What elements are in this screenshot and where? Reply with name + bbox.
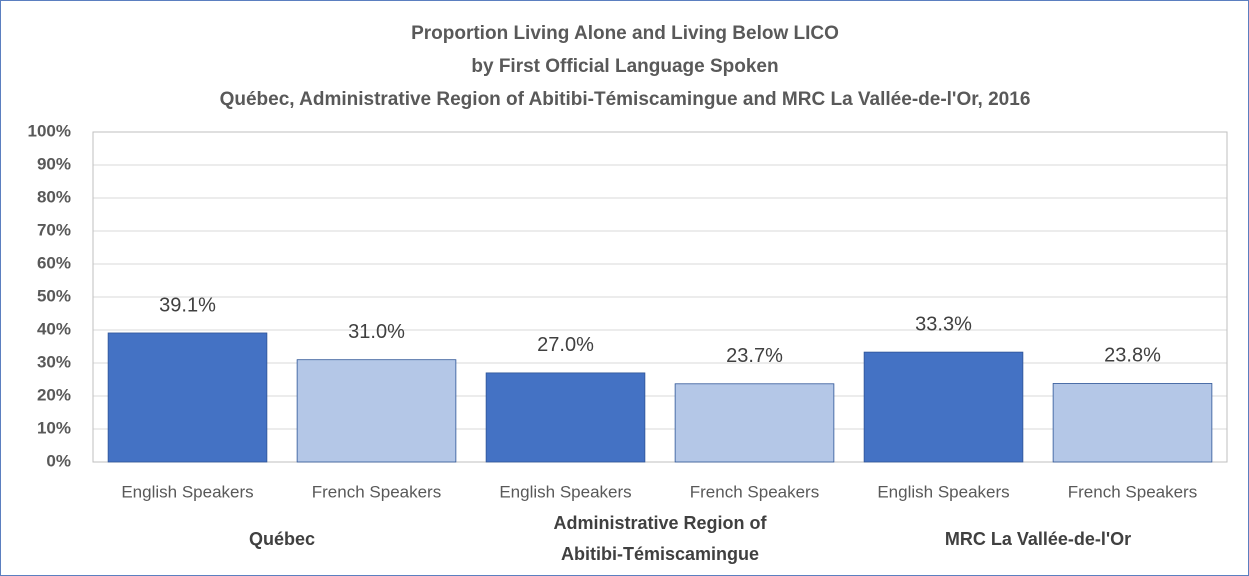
y-tick-label: 80% xyxy=(37,187,71,206)
x-tick-label: French Speakers xyxy=(690,482,819,501)
bar xyxy=(296,359,457,463)
x-tick-label: French Speakers xyxy=(312,482,441,501)
bar xyxy=(107,332,268,463)
x-tick-label: English Speakers xyxy=(499,482,631,501)
bar xyxy=(1052,383,1213,463)
x-tick-label: English Speakers xyxy=(877,482,1009,501)
y-tick-label: 20% xyxy=(37,385,71,404)
bar xyxy=(863,351,1024,463)
y-tick-label: 30% xyxy=(37,352,71,371)
data-label: 23.8% xyxy=(1104,345,1161,367)
plot-border xyxy=(92,131,1228,463)
data-label: 39.1% xyxy=(159,294,216,316)
y-tick-label: 50% xyxy=(37,286,71,305)
y-tick-label: 100% xyxy=(28,121,71,140)
group-label: MRC La Vallée-de-l'Or xyxy=(944,528,1132,549)
x-tick-label: French Speakers xyxy=(1068,482,1197,501)
data-label: 27.0% xyxy=(537,334,594,356)
y-tick-label: 40% xyxy=(37,319,71,338)
data-label: 33.3% xyxy=(915,313,972,335)
group-label: Québec xyxy=(248,528,316,549)
chart-title: Québec, Administrative Region of Abitibi… xyxy=(220,89,1031,110)
data-label: 23.7% xyxy=(726,345,783,367)
x-tick-label: English Speakers xyxy=(121,482,253,501)
y-tick-label: 0% xyxy=(46,451,71,470)
group-label: Administrative Region of Abitibi-Témisca… xyxy=(553,513,767,564)
chart-title: Proportion Living Alone and Living Below… xyxy=(411,23,839,44)
y-tick-label: 10% xyxy=(37,418,71,437)
chart-title: by First Official Language Spoken xyxy=(471,56,778,77)
y-tick-label: 60% xyxy=(37,253,71,272)
bar xyxy=(674,383,835,463)
bar xyxy=(485,372,646,463)
data-label: 31.0% xyxy=(348,321,405,343)
y-tick-label: 70% xyxy=(37,220,71,239)
y-tick-label: 90% xyxy=(37,154,71,173)
